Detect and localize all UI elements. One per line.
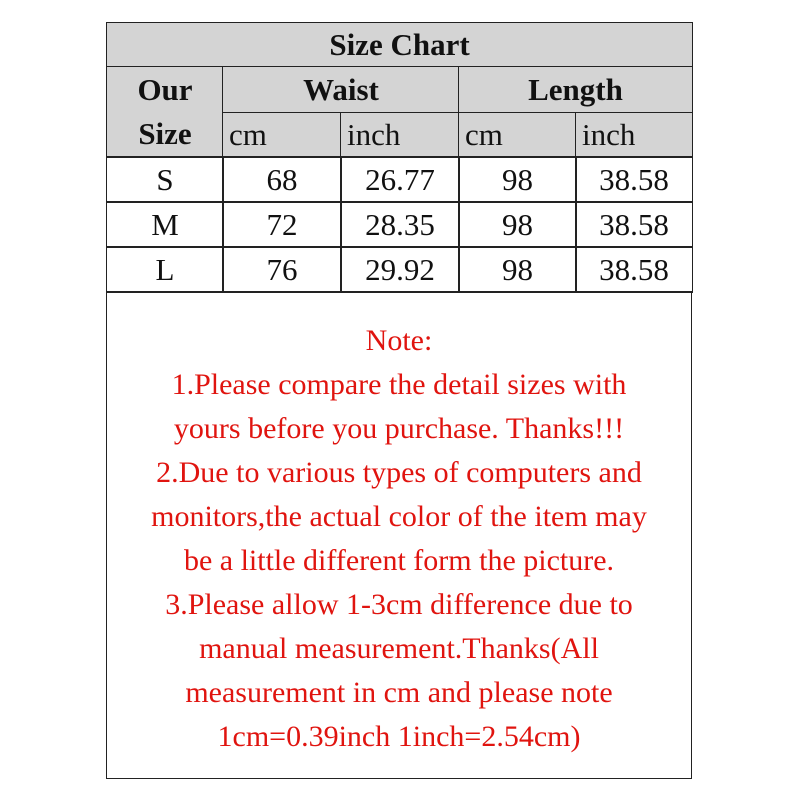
note-line: manual measurement.Thanks(All	[199, 632, 599, 665]
cell-waist-cm: 68	[222, 156, 342, 203]
cell-waist-cm: 76	[222, 246, 342, 293]
header-length-cm: cm	[458, 112, 577, 158]
cell-size: L	[106, 246, 224, 293]
cell-waist-inch: 29.92	[340, 246, 460, 293]
note-line: 3.Please allow 1-3cm difference due to	[165, 588, 633, 621]
cell-size: M	[106, 201, 224, 248]
note-line: measurement in cm and please note	[185, 676, 613, 709]
cell-length-cm: 98	[458, 156, 577, 203]
header-our-size: Our Size	[106, 66, 224, 158]
note-line: yours before you purchase. Thanks!!!	[173, 412, 625, 445]
header-waist-inch: inch	[340, 112, 460, 158]
note-line: 1.Please compare the detail sizes with	[171, 368, 627, 401]
cell-length-inch: 38.58	[575, 246, 693, 293]
cell-length-inch: 38.58	[575, 201, 693, 248]
header-waist: Waist	[222, 66, 460, 114]
header-our-size-line2: Size	[138, 116, 192, 151]
cell-length-cm: 98	[458, 246, 577, 293]
header-length: Length	[458, 66, 693, 114]
cell-size: S	[106, 156, 224, 203]
table-title: Size Chart	[106, 22, 693, 68]
note-line: be a little different form the picture.	[183, 544, 615, 577]
cell-waist-inch: 28.35	[340, 201, 460, 248]
header-waist-cm: cm	[222, 112, 342, 158]
header-length-inch: inch	[575, 112, 693, 158]
header-our-size-line1: Our	[137, 72, 193, 107]
cell-waist-cm: 72	[222, 201, 342, 248]
note-line: 2.Due to various types of computers and	[156, 456, 642, 489]
cell-length-inch: 38.58	[575, 156, 693, 203]
note-heading: Note:	[365, 324, 433, 357]
cell-length-cm: 98	[458, 201, 577, 248]
note-line: 1cm=0.39inch 1inch=2.54cm)	[217, 720, 581, 753]
note-box: Note: 1.Please compare the detail sizes w…	[106, 291, 692, 779]
note-line: monitors,the actual color of the item ma…	[151, 500, 647, 533]
cell-waist-inch: 26.77	[340, 156, 460, 203]
